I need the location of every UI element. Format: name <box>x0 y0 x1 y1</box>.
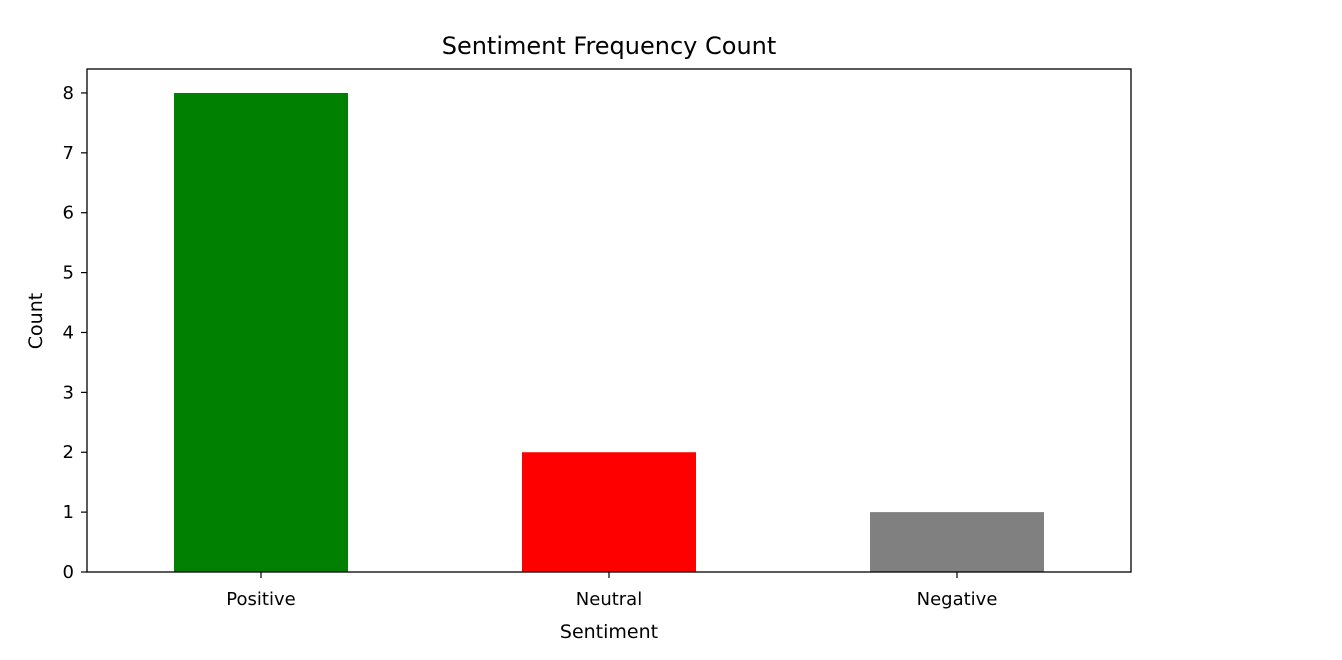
x-axis-ticks: Positive Neutral Negative <box>226 572 997 610</box>
bar-positive <box>174 92 348 572</box>
y-tick-label: 5 <box>63 263 74 284</box>
y-tick-label: 6 <box>63 203 74 224</box>
y-tick-label: 8 <box>63 83 74 104</box>
y-tick-label: 7 <box>63 143 74 164</box>
x-tick-label: Negative <box>917 589 998 610</box>
x-tick-label: Neutral <box>576 589 642 610</box>
x-axis-title: Sentiment <box>560 621 658 643</box>
y-axis-title: Count <box>25 293 47 349</box>
x-tick-label: Positive <box>226 589 295 610</box>
bar-neutral <box>522 452 696 572</box>
bar-negative <box>870 512 1044 572</box>
bars-layer <box>174 92 1044 572</box>
y-tick-label: 1 <box>63 502 74 523</box>
y-tick-label: 3 <box>63 382 74 403</box>
y-tick-label: 0 <box>63 562 74 583</box>
chart-title: Sentiment Frequency Count <box>442 32 777 60</box>
y-tick-label: 4 <box>63 322 74 343</box>
y-axis-ticks: 0 1 2 3 4 5 6 7 8 <box>63 83 87 583</box>
y-tick-label: 2 <box>63 442 74 463</box>
plot-frame <box>86 68 1132 573</box>
